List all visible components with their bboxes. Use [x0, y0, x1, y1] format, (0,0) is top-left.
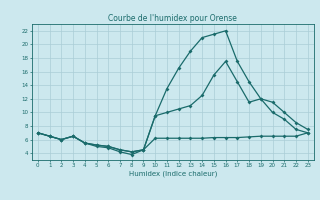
- X-axis label: Humidex (Indice chaleur): Humidex (Indice chaleur): [129, 171, 217, 177]
- Title: Courbe de l'humidex pour Orense: Courbe de l'humidex pour Orense: [108, 14, 237, 23]
